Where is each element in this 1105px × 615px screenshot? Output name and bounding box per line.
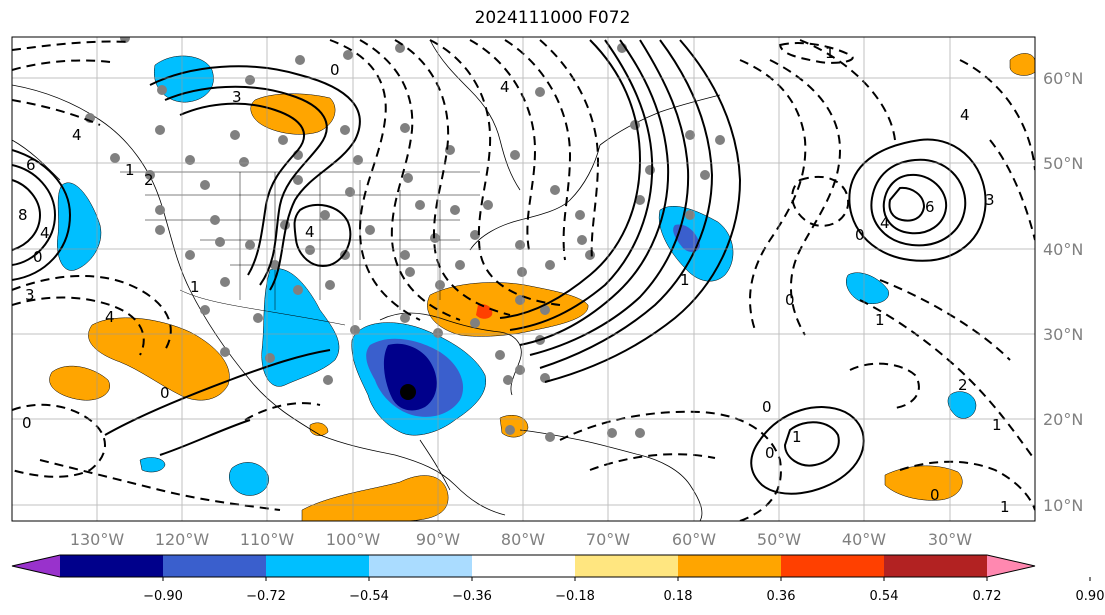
contour-label: 4 — [72, 126, 82, 144]
colorbar — [11, 554, 1036, 578]
contour-label: 0 — [160, 384, 170, 402]
contour-label: 6 — [26, 156, 36, 174]
contour-label: 0 — [785, 291, 795, 309]
latitude-labels: 60°N 50°N 40°N 30°N 20°N 10°N — [1043, 69, 1083, 515]
lon-label: 50°W — [757, 530, 801, 549]
low-center-marker — [400, 384, 416, 400]
lon-label: 60°W — [672, 530, 716, 549]
gridlines — [12, 37, 1035, 521]
colorbar-segment — [678, 555, 782, 577]
colorbar-segment — [163, 555, 267, 577]
lat-label: 50°N — [1043, 154, 1083, 173]
pos-anomaly-southeast-core — [476, 304, 493, 319]
contour-label: 4 — [880, 214, 890, 232]
contour-label: 1 — [825, 44, 835, 62]
contour-label: 4 — [500, 78, 510, 96]
contour-labels: 1 4 6 8 4 0 3 3 0 4 1 2 4 1 0 0 6 4 0 0 … — [18, 44, 1010, 516]
pos-anomaly-southamerica — [301, 475, 449, 521]
colorbar-tick-label: 0.18 — [664, 589, 693, 604]
contour-label: 4 — [960, 106, 970, 124]
neg-anomaly-small — [139, 457, 166, 473]
pos-anomaly-baja — [88, 317, 230, 401]
contour-label: 2 — [958, 376, 968, 394]
neg-anomaly-east — [947, 391, 977, 419]
solid-contours — [12, 39, 987, 495]
colorbar-outline — [11, 554, 1036, 578]
lat-label: 60°N — [1043, 69, 1083, 88]
pos-anomaly-north — [250, 93, 336, 135]
neg-anomaly-west — [261, 268, 340, 387]
pos-anomaly-ne — [1009, 53, 1035, 76]
contour-label: 0 — [855, 226, 865, 244]
contour-label: 1 — [125, 161, 135, 179]
colorbar-tick-label: −0.72 — [246, 589, 286, 604]
contour-label: 3 — [232, 88, 242, 106]
colorbar-tick-label: 0.36 — [767, 589, 796, 604]
longitude-labels: 130°W 120°W 110°W 100°W 90°W 80°W 70°W 6… — [70, 530, 972, 549]
contour-label: 0 — [330, 61, 340, 79]
colorbar-extend-high — [987, 555, 1035, 577]
colorbar-segment — [369, 555, 473, 577]
colorbar-tick-label: 0.54 — [870, 589, 899, 604]
neg-anomaly-midatl — [846, 272, 889, 304]
colorbar-tick-label: −0.90 — [143, 589, 183, 604]
lon-label: 70°W — [586, 530, 630, 549]
contour-label: 4 — [105, 308, 115, 326]
colorbar-segment — [575, 555, 679, 577]
contour-label: 3 — [985, 191, 995, 209]
contour-label: 6 — [925, 198, 935, 216]
contour-label: 2 — [144, 171, 154, 189]
colorbar-segment — [884, 555, 988, 577]
neg-anomaly-gulf-deep — [383, 343, 437, 411]
lon-label: 80°W — [501, 530, 545, 549]
lat-label: 10°N — [1043, 496, 1083, 515]
colorbar-tick-label: −0.36 — [452, 589, 492, 604]
colorbar-segment — [472, 555, 576, 577]
station-dots — [85, 37, 725, 442]
lon-label: 30°W — [928, 530, 972, 549]
colorbar-tick-label: −0.18 — [555, 589, 595, 604]
contour-label: 1 — [680, 271, 690, 289]
pos-anomaly-pac — [49, 365, 110, 401]
contour-label: 0 — [33, 248, 43, 266]
contour-label: 1 — [875, 311, 885, 329]
colorbar-segment — [60, 555, 164, 577]
contour-label: 1 — [992, 416, 1002, 434]
dashed-contours — [12, 39, 1035, 521]
lon-label: 120°W — [155, 530, 210, 549]
colorbar-labels: −0.90 −0.72 −0.54 −0.36 −0.18 0.18 0.36 0.54 0.7… — [143, 577, 1104, 604]
map-border — [11, 36, 1036, 522]
lon-label: 100°W — [326, 530, 381, 549]
contour-label: 8 — [18, 206, 28, 224]
colorbar-segment — [266, 555, 370, 577]
contour-label: 1 — [1000, 498, 1010, 516]
pos-anomaly-tiny — [309, 422, 329, 436]
contour-label: 3 — [25, 286, 35, 304]
contour-label: 0 — [22, 414, 32, 432]
borders — [120, 171, 480, 326]
colorbar-extend-low — [12, 555, 60, 577]
colorbar-tick-label: −0.54 — [349, 589, 389, 604]
lon-label: 40°W — [842, 530, 886, 549]
lat-label: 30°N — [1043, 325, 1083, 344]
contour-label: 0 — [930, 486, 940, 504]
lat-label: 20°N — [1043, 410, 1083, 429]
map-title: 2024111000 F072 — [474, 8, 631, 28]
contour-label: 0 — [762, 398, 772, 416]
contour-label: 0 — [765, 444, 775, 462]
colorbar-tick-label: 0.72 — [973, 589, 1002, 604]
contour-label: 1 — [190, 278, 200, 296]
neg-anomaly-pacsouth — [229, 462, 269, 496]
contour-label: 4 — [40, 224, 50, 242]
contour-label: 4 — [305, 223, 315, 241]
lat-label: 40°N — [1043, 240, 1083, 259]
colorbar-segment — [781, 555, 885, 577]
lon-label: 130°W — [70, 530, 125, 549]
pos-anomaly-eastatl — [884, 465, 963, 501]
lon-label: 90°W — [416, 530, 460, 549]
colorbar-tick-label: 0.90 — [1076, 589, 1105, 604]
contour-label: 1 — [792, 428, 802, 446]
lon-label: 110°W — [240, 530, 295, 549]
